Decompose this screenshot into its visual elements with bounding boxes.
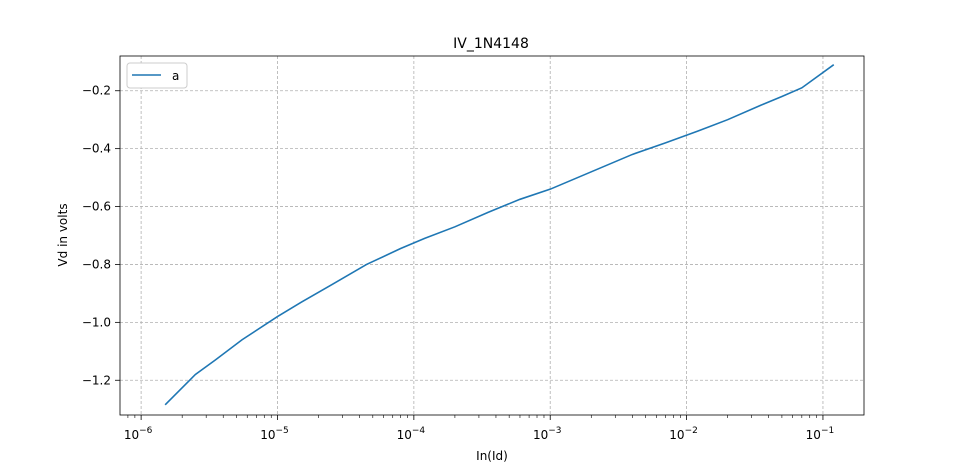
y-tick-label: −0.6 (82, 200, 111, 214)
ticks: 10−6 10−5 10−4 10−3 10−2 10−1 −1.2 −1.0 −0.8 −0.6… (82, 84, 834, 442)
series-line-a (164, 64, 835, 406)
grid (120, 56, 864, 415)
x-tick-label: 10−5 (260, 426, 289, 442)
legend: a (126, 62, 188, 89)
x-tick-label: 10−4 (397, 426, 426, 442)
chart-title: IV_1N4148 (453, 36, 529, 52)
x-tick-label: 10−3 (533, 426, 562, 442)
y-tick-label: −1.2 (82, 373, 111, 387)
x-tick-label: 10−1 (806, 426, 835, 442)
x-axis-label: In(Id) (476, 449, 508, 463)
series-layer (164, 64, 835, 406)
x-tick-label: 10−2 (669, 426, 698, 442)
y-tick-label: −1.0 (82, 315, 111, 329)
y-tick-label: −0.4 (82, 142, 111, 156)
y-axis-label: Vd in volts (56, 203, 70, 266)
y-tick-label: −0.2 (82, 84, 111, 98)
y-tick-label: −0.8 (82, 257, 111, 271)
plot-frame (119, 55, 865, 416)
legend-label: a (172, 69, 179, 83)
x-tick-label: 10−6 (124, 426, 153, 442)
